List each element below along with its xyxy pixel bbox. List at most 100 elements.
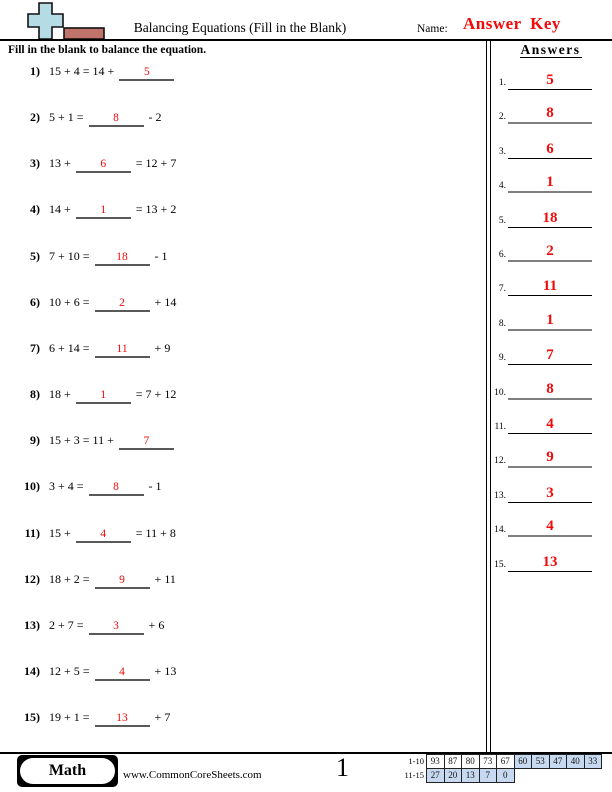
problem-number: 12) <box>24 572 40 586</box>
equation-post-text: = 11 + 8 <box>135 526 176 540</box>
answer-value: 9 <box>546 449 554 465</box>
answer-line: 11 <box>508 277 592 296</box>
blank-answer-value: 18 <box>116 251 128 263</box>
problem-row: 7) 6 + 14 = 11 + 9 <box>14 341 170 358</box>
equation-pre-text: 15 + 3 = 11 + <box>49 433 114 447</box>
answer-blank: 7 <box>118 435 174 450</box>
score-cell: 20 <box>443 768 462 783</box>
equation-post-text: - 2 <box>148 110 162 124</box>
blank-answer-value: 9 <box>119 574 125 586</box>
answer-row: 14. 4 <box>484 515 610 537</box>
answer-row: 5. 18 <box>484 206 610 228</box>
score-cell: 60 <box>513 754 532 769</box>
equation-post-text: = 7 + 12 <box>135 387 177 401</box>
score-cell: 40 <box>566 754 585 769</box>
score-cell: 27 <box>426 768 445 783</box>
score-cell: 87 <box>443 754 462 769</box>
blank-answer-value: 3 <box>113 620 119 632</box>
equation-pre-text: 18 + <box>49 387 71 401</box>
problem-row: 11) 15 + 4 = 11 + 8 <box>14 526 176 543</box>
problem-row: 4) 14 + 1 = 13 + 2 <box>14 202 176 219</box>
equation-post-text: + 7 <box>154 710 171 724</box>
score-grid: 1-10 93 87 80 73 67 60 53 47 40 33 11-15 27 20 13 7 0 <box>392 754 602 783</box>
score-cell: 80 <box>461 754 480 769</box>
answer-line: 4 <box>508 415 592 434</box>
answer-number: 4. <box>498 181 506 191</box>
answer-row: 10. 8 <box>484 378 610 400</box>
answer-blank: 1 <box>75 389 131 404</box>
answer-line: 2 <box>508 242 592 262</box>
blank-answer-value: 8 <box>113 481 119 493</box>
instruction-text: Fill in the blank to balance the equatio… <box>8 44 207 56</box>
answers-title: Answers <box>491 42 610 58</box>
answer-line: 7 <box>508 346 592 365</box>
answer-number: 11. <box>494 422 506 432</box>
equation-post-text: + 14 <box>154 295 177 309</box>
answer-value: 8 <box>546 105 554 121</box>
blank-answer-value: 2 <box>119 297 125 309</box>
problem-number: 4) <box>30 202 40 216</box>
score-cell: 7 <box>478 768 497 783</box>
answer-row: 11. 4 <box>484 412 610 434</box>
answer-line: 4 <box>508 517 592 537</box>
answer-value: 6 <box>546 141 554 157</box>
answer-value: 18 <box>542 210 558 226</box>
score-cell: 93 <box>426 754 445 769</box>
answer-blank: 9 <box>94 574 150 589</box>
problem-row: 8) 18 + 1 = 7 + 12 <box>14 387 176 404</box>
answer-blank: 2 <box>94 297 150 312</box>
answer-number: 12. <box>494 456 506 466</box>
website-text: www.CommonCoreSheets.com <box>123 769 262 781</box>
answer-line: 13 <box>508 553 592 572</box>
problem-number: 5) <box>30 249 40 263</box>
equation-pre-text: 5 + 1 = <box>49 110 84 124</box>
answer-value: 4 <box>546 518 554 534</box>
page-number: 1 <box>336 753 349 782</box>
equation-pre-text: 7 + 10 = <box>49 249 90 263</box>
problem-row: 9) 15 + 3 = 11 + 7 <box>14 433 179 450</box>
answer-value: 5 <box>546 72 554 88</box>
blank-answer-value: 4 <box>119 666 125 678</box>
answer-row: 13. 3 <box>484 481 610 503</box>
equation-post-text: + 9 <box>154 341 171 355</box>
problem-row: 6) 10 + 6 = 2 + 14 <box>14 295 176 312</box>
blank-answer-value: 6 <box>100 158 107 170</box>
problem-row: 10) 3 + 4 = 8 - 1 <box>14 479 162 496</box>
answer-value: 4 <box>546 416 554 432</box>
answer-number: 2. <box>498 112 506 122</box>
answer-value: 1 <box>546 174 554 190</box>
answers-column-divider <box>486 41 491 754</box>
answer-value: 8 <box>546 381 554 397</box>
answer-line: 18 <box>508 209 592 228</box>
answer-row: 15. 13 <box>484 550 610 572</box>
problem-number: 15) <box>24 710 40 724</box>
answer-blank: 8 <box>88 481 144 496</box>
subject-badge: Math <box>17 755 118 787</box>
equation-post-text: + 13 <box>154 664 177 678</box>
equation-pre-text: 3 + 4 = <box>49 479 84 493</box>
answer-row: 2. 8 <box>484 102 610 124</box>
equation-post-text: = 12 + 7 <box>135 156 177 170</box>
blank-answer-value: 1 <box>100 204 107 216</box>
answer-line: 8 <box>508 104 592 124</box>
answer-value: 11 <box>542 278 558 294</box>
answer-number: 7. <box>498 284 506 294</box>
worksheet-title: Balancing Equations (Fill in the Blank) <box>133 20 347 35</box>
score-cell: 73 <box>478 754 497 769</box>
problem-number: 8) <box>30 387 40 401</box>
answer-number: 8. <box>498 319 506 329</box>
equation-post-text: + 6 <box>148 618 165 632</box>
blank-answer-value: 11 <box>116 343 128 355</box>
answer-line: 8 <box>508 380 592 400</box>
answer-blank: 5 <box>119 66 175 81</box>
answer-row: 9. 7 <box>484 343 610 365</box>
answer-line: 1 <box>508 311 592 331</box>
answer-number: 5. <box>498 216 506 226</box>
problem-number: 10) <box>24 479 40 493</box>
problem-number: 13) <box>24 618 40 632</box>
answer-blank: 8 <box>88 112 144 127</box>
answer-number: 9. <box>498 353 506 363</box>
equation-pre-text: 2 + 7 = <box>49 618 84 632</box>
answers-title-text: Answers <box>519 42 582 58</box>
answer-value: 2 <box>546 243 554 259</box>
